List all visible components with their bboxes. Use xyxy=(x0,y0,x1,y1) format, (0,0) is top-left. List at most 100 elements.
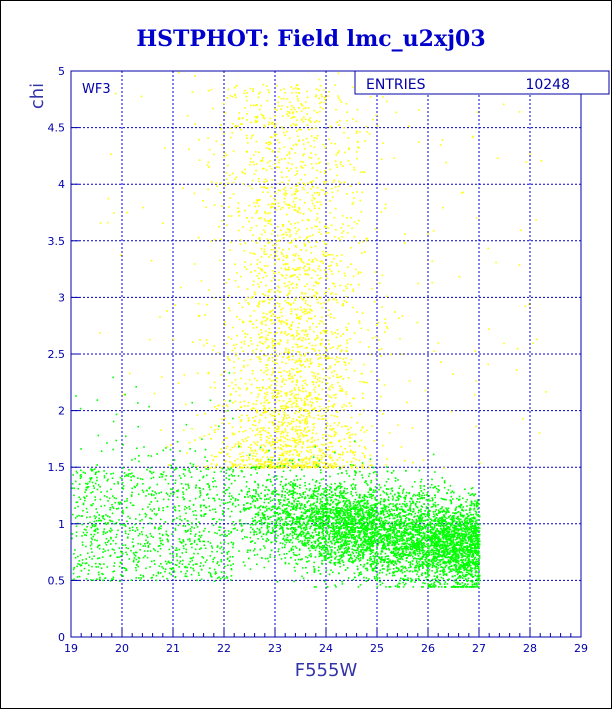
data-point xyxy=(381,211,383,213)
data-point xyxy=(337,329,339,331)
data-point xyxy=(331,546,333,548)
data-point xyxy=(319,192,321,194)
data-point xyxy=(291,105,293,107)
data-point xyxy=(346,301,348,303)
data-point xyxy=(305,347,307,349)
data-point xyxy=(324,173,326,175)
data-point xyxy=(251,297,253,299)
data-point xyxy=(288,269,290,271)
data-point xyxy=(266,394,268,396)
data-point xyxy=(310,318,312,320)
data-point xyxy=(236,466,238,468)
data-point xyxy=(340,345,342,347)
data-point xyxy=(270,206,272,208)
data-point xyxy=(352,307,354,309)
data-point xyxy=(246,96,248,98)
data-point xyxy=(300,179,302,181)
data-point xyxy=(300,296,302,298)
data-point xyxy=(300,360,302,362)
data-point xyxy=(309,466,311,468)
data-point xyxy=(270,299,272,301)
data-point xyxy=(333,404,335,406)
data-point xyxy=(519,264,521,266)
data-point xyxy=(307,352,309,354)
data-point xyxy=(278,162,280,164)
data-point xyxy=(285,444,287,446)
data-point xyxy=(336,527,338,529)
data-point xyxy=(304,482,306,484)
data-point xyxy=(297,346,299,348)
data-point xyxy=(164,148,166,150)
data-point xyxy=(232,350,234,352)
data-point xyxy=(249,463,251,465)
data-point xyxy=(360,172,362,174)
data-point xyxy=(330,367,332,369)
data-point xyxy=(370,96,372,98)
data-point xyxy=(256,429,258,431)
data-point xyxy=(351,542,353,544)
y-axis-label: chi xyxy=(27,83,48,109)
data-point xyxy=(303,436,305,438)
data-point xyxy=(300,429,302,431)
data-point xyxy=(280,89,282,91)
data-point xyxy=(327,315,329,317)
data-point xyxy=(316,112,318,114)
data-point xyxy=(272,179,274,181)
data-point xyxy=(240,378,242,380)
data-point xyxy=(276,431,278,433)
data-point xyxy=(301,110,303,112)
data-point xyxy=(257,275,259,277)
data-point xyxy=(238,118,240,120)
data-point xyxy=(255,460,257,462)
data-point xyxy=(291,117,293,119)
data-point xyxy=(283,188,285,190)
data-point xyxy=(244,266,246,268)
data-point xyxy=(298,389,300,391)
data-point xyxy=(346,103,348,105)
data-point xyxy=(288,287,290,289)
data-point xyxy=(271,280,273,282)
data-point xyxy=(324,99,326,101)
data-point xyxy=(336,175,338,177)
data-point xyxy=(323,323,325,325)
data-point xyxy=(347,232,349,234)
data-point xyxy=(294,442,296,444)
data-point xyxy=(253,105,255,107)
data-point xyxy=(348,160,350,162)
data-point xyxy=(316,433,318,435)
data-point xyxy=(258,218,260,220)
data-point xyxy=(250,537,252,539)
data-point xyxy=(204,413,206,415)
data-point xyxy=(328,139,330,141)
data-point xyxy=(364,382,366,384)
data-point xyxy=(206,339,208,341)
data-point xyxy=(384,331,386,333)
data-point xyxy=(228,358,230,360)
data-point xyxy=(275,390,277,392)
data-point xyxy=(249,88,251,90)
data-point xyxy=(307,360,309,362)
data-point xyxy=(330,293,332,295)
data-point xyxy=(307,413,309,415)
data-point xyxy=(292,268,294,270)
data-point xyxy=(297,394,299,396)
data-point xyxy=(280,372,282,374)
data-point xyxy=(294,309,296,311)
data-point xyxy=(224,321,226,323)
data-point xyxy=(300,390,302,392)
data-point xyxy=(238,303,240,305)
data-point xyxy=(352,192,354,194)
data-point xyxy=(316,177,318,179)
data-point xyxy=(251,384,253,386)
data-point xyxy=(272,438,274,440)
data-point xyxy=(252,458,254,460)
data-point xyxy=(346,394,348,396)
data-point xyxy=(359,342,361,344)
data-point xyxy=(497,157,499,159)
data-point xyxy=(236,85,238,87)
data-point xyxy=(302,434,304,436)
data-point xyxy=(291,109,293,111)
data-point xyxy=(328,446,330,448)
data-point xyxy=(425,564,427,566)
data-point xyxy=(306,309,308,311)
